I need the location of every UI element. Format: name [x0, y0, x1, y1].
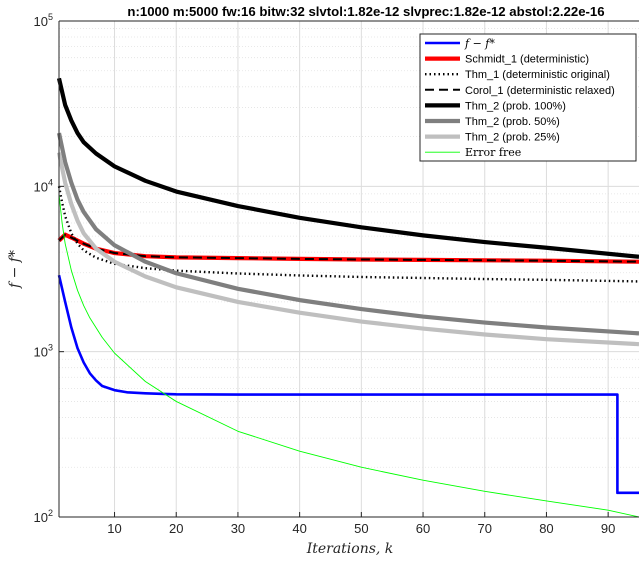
legend-label: Thm_1 (deterministic original)	[465, 69, 610, 81]
legend-label: f − f*	[464, 37, 495, 50]
y-axis-label: f − f*	[7, 250, 23, 289]
x-tick-label: 60	[416, 521, 430, 536]
minor-grid	[59, 28, 639, 468]
x-tick-label: 80	[539, 521, 553, 536]
x-tick-label: 40	[292, 521, 306, 536]
x-tick-label: 90	[601, 521, 615, 536]
legend-label: Schmidt_1 (deterministic)	[465, 54, 589, 66]
series-line	[58, 193, 639, 518]
legend-label: Thm_2 (prob. 100%)	[465, 100, 566, 112]
chart-title: n:1000 m:5000 fw:16 bitw:32 slvtol:1.82e…	[127, 4, 604, 19]
series-layer	[56, 77, 639, 518]
legend-label: Corol_1 (deterministic relaxed)	[465, 85, 615, 97]
series-line	[58, 233, 639, 263]
legend-label: Thm_2 (prob. 50%)	[465, 116, 560, 128]
legend-label: Error free	[465, 146, 521, 159]
x-tick-label: 30	[231, 521, 245, 536]
series-line	[56, 77, 639, 259]
legend-label: Thm_2 (prob. 25%)	[465, 132, 560, 144]
series-line	[57, 274, 639, 495]
x-axis-label: Iterations, k	[306, 541, 394, 557]
axes-frame	[58, 20, 639, 518]
legend: f − f* Schmidt_1 (deterministic) Thm_1 (de…	[419, 33, 637, 162]
legend-box	[419, 33, 637, 162]
x-tick-label: 10	[107, 521, 121, 536]
x-tick-label: 50	[354, 521, 368, 536]
x-tick-label: 20	[169, 521, 183, 536]
legend-entries: f − f* Schmidt_1 (deterministic) Thm_1 (de…	[425, 37, 615, 159]
tick-layer: 10 20 30 40 50 60 70 80 90 102 103 104 105	[34, 12, 616, 536]
series-line	[56, 132, 639, 336]
y-tick-label: 105	[34, 12, 53, 29]
series-line	[56, 152, 639, 347]
x-tick-label: 70	[478, 521, 492, 536]
series-line	[57, 186, 639, 283]
y-tick-label: 102	[34, 508, 53, 525]
y-tick-label: 104	[34, 177, 53, 194]
y-tick-label: 103	[34, 343, 53, 360]
